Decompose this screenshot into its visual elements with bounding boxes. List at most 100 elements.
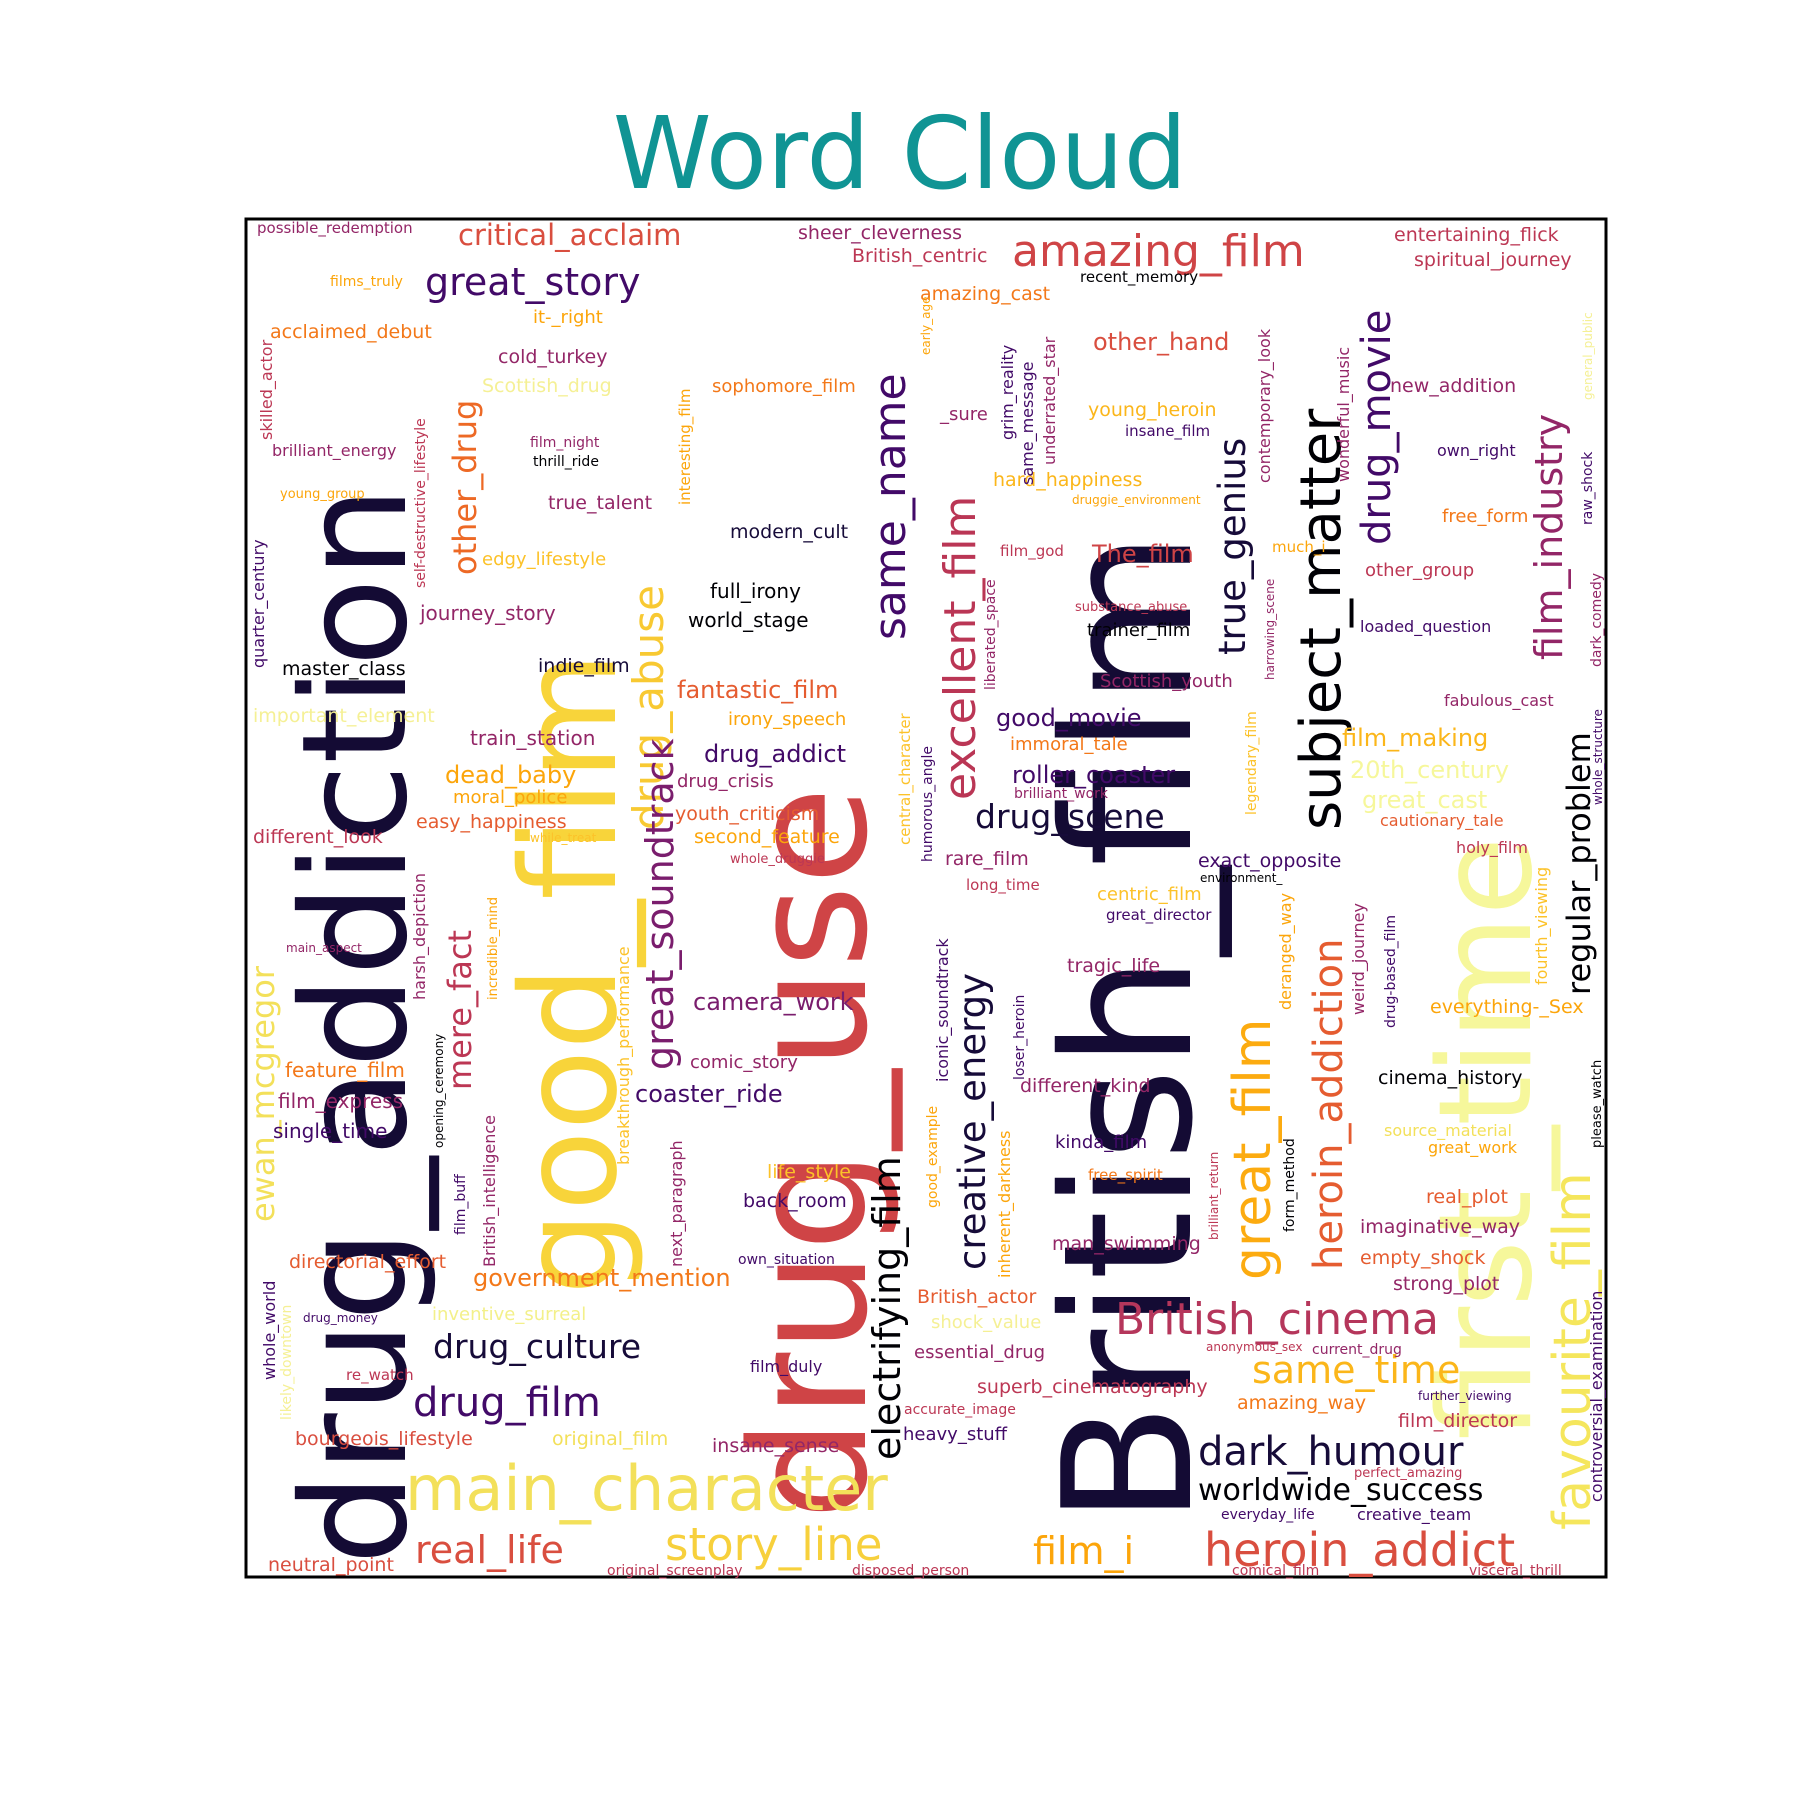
word-immoral-tale: immoral_tale	[1010, 734, 1128, 755]
word-druggie-environment: druggie_environment	[1072, 493, 1201, 507]
word-drug-addiction: drug_addiction	[271, 486, 440, 1565]
word-re-watch: re_watch	[346, 1366, 414, 1385]
word-whole-world: whole_world	[260, 1281, 280, 1380]
word-full-irony: full_irony	[710, 579, 801, 603]
word-drug-culture: drug_culture	[433, 1327, 641, 1366]
word-central-character: central_character	[896, 712, 915, 845]
word-recent-memory: recent_memory	[1080, 268, 1198, 287]
word-holy-film: holy_film	[1456, 838, 1528, 858]
word-while-treat: while_treat	[530, 831, 597, 845]
word-new-addition: new_addition	[1390, 375, 1516, 397]
word-great-film: great_film	[1223, 1019, 1283, 1280]
word-british-centric: British_centric	[852, 245, 987, 267]
word-contemporary-look: contemporary_look	[1255, 328, 1275, 483]
word-first-time: first_time	[1412, 837, 1561, 1440]
word-drug-film: drug_film	[413, 1380, 601, 1426]
word-thrill-ride: thrill_ride	[533, 454, 599, 470]
word-inherent-darkness: inherent_darkness	[995, 1130, 1015, 1278]
word-tragic-life: tragic_life	[1067, 955, 1160, 977]
word-coaster-ride: coaster_ride	[635, 1080, 783, 1108]
word-important-element: important_element	[253, 705, 435, 727]
chart-title: Word Cloud	[612, 95, 1188, 212]
word-fourth-viewing: fourth_viewing	[1532, 867, 1552, 985]
word-form-method: form_method	[1282, 1138, 1298, 1232]
word-neutral-point: neutral_point	[268, 1554, 394, 1576]
word-true-talent: true_talent	[548, 492, 652, 514]
word-current-drug: current_drug	[1312, 1342, 1402, 1358]
word-everyday-life: everyday_life	[1221, 1507, 1315, 1523]
word-drug-scene: drug_scene	[975, 797, 1165, 836]
word-electrifying-film: electrifying_film	[865, 1156, 909, 1460]
word-films-truly: films_truly	[330, 274, 403, 290]
word-loser-heroin: loser_heroin	[1012, 995, 1028, 1080]
word-world-stage: world_stage	[688, 608, 809, 632]
word-harsh-depiction: harsh_depiction	[410, 873, 430, 1000]
word-same-message: same_message	[1018, 362, 1038, 485]
word-empty-shock: empty_shock	[1360, 1247, 1485, 1269]
word-creative-energy: creative_energy	[951, 973, 994, 1270]
word-edgy-lifestyle: edgy_lifestyle	[482, 549, 606, 570]
word-amazing-cast: amazing_cast	[920, 283, 1050, 305]
word-subject-matter: subject_matter	[1289, 408, 1354, 830]
word-insane-sense: insane_sense	[712, 1435, 839, 1457]
word-incredible-mind: incredible_mind	[486, 897, 501, 1000]
word-kinda-film: kinda_film	[1055, 1132, 1147, 1153]
word-legendary-film: legendary_film	[1244, 711, 1260, 815]
word-train-station: train_station	[470, 726, 595, 750]
word-whole-structure: whole_structure	[1591, 709, 1605, 805]
word-scottish-youth: Scottish_youth	[1100, 671, 1233, 692]
word-british-intelligence: British_intelligence	[480, 1115, 500, 1267]
word-great-director: great_director	[1106, 906, 1212, 925]
word-trainer-film: trainer_film	[1087, 620, 1190, 641]
word-quarter-century: quarter_century	[249, 539, 269, 668]
word-other-hand: other_hand	[1093, 328, 1229, 356]
word-opening-ceremony: opening_ceremony	[432, 1034, 446, 1148]
word-great-work: great_work	[1428, 1138, 1518, 1158]
word-own-right: own_right	[1437, 441, 1516, 461]
word-same-time: same_time	[1252, 1348, 1460, 1392]
word-drug-crisis: drug_crisis	[677, 771, 774, 792]
word-exact-opposite: exact_opposite	[1198, 850, 1341, 872]
word-dark-comedy: dark_comedy	[1589, 573, 1605, 667]
word-heavy-stuff: heavy_stuff	[903, 1424, 1008, 1445]
word-substance-abuse: substance_abuse	[1075, 600, 1187, 615]
word-regular-problem: regular_problem	[1560, 732, 1598, 995]
word-early-age: early_age	[919, 297, 933, 355]
word-grim-reality: grim_reality	[998, 345, 1018, 440]
word-whole-druggie: whole_druggie	[730, 852, 825, 867]
word-controversial-examination: controversial_examination	[1587, 1291, 1607, 1502]
word-man-swimming: man_swimming	[1052, 1233, 1201, 1255]
word-excellent-film: excellent_film	[935, 496, 986, 800]
word-directorial-effort: directorial_effort	[289, 1251, 446, 1273]
word-source-material: source_material	[1384, 1121, 1512, 1141]
word-film-i: film_i	[1033, 1529, 1134, 1573]
word-back-room: back_room	[743, 1190, 847, 1212]
word-general-public: general_public	[1581, 312, 1595, 400]
word-spiritual-journey: spiritual_journey	[1414, 249, 1572, 271]
word-film-industry: film_industry	[1527, 414, 1571, 660]
word-accurate-image: accurate_image	[904, 1402, 1016, 1418]
word-bourgeois-lifestyle: bourgeois_lifestyle	[295, 1428, 473, 1450]
word-hard-happiness: hard_happiness	[993, 469, 1142, 491]
word-drug-addict: drug_addict	[704, 740, 846, 768]
word-rare-film: rare_film	[945, 848, 1029, 870]
word-life-style: life_style	[767, 1161, 851, 1183]
word-free-spirit: free_spirit	[1088, 1166, 1163, 1185]
word-creative-team: creative_team	[1357, 1505, 1471, 1525]
word-roller-coaster: roller_coaster	[1012, 761, 1175, 789]
word-film-making: film_making	[1342, 724, 1488, 752]
word-own-situation: own_situation	[738, 1252, 835, 1268]
word-acclaimed-debut: acclaimed_debut	[270, 321, 432, 343]
word-favourite-film: favourite_film	[1543, 1172, 1603, 1530]
word-drug-movie: drug_movie	[1354, 310, 1400, 545]
word-moral-police: moral_police	[453, 787, 567, 808]
word-strong-plot: strong_plot	[1393, 1273, 1499, 1295]
word-true-genius: true_genius	[1211, 438, 1254, 655]
word-cinema-history: cinema_history	[1378, 1067, 1522, 1089]
word-dead-baby: dead_baby	[445, 761, 576, 789]
word-drug-abuse: drug_abuse	[624, 585, 673, 830]
word-amazing-way: amazing_way	[1237, 1392, 1366, 1414]
word-british-film: British_film	[1025, 531, 1232, 1525]
word-underrated-star: underrated_star	[1040, 336, 1060, 465]
word-comical-film: comical_film	[1232, 1563, 1319, 1579]
